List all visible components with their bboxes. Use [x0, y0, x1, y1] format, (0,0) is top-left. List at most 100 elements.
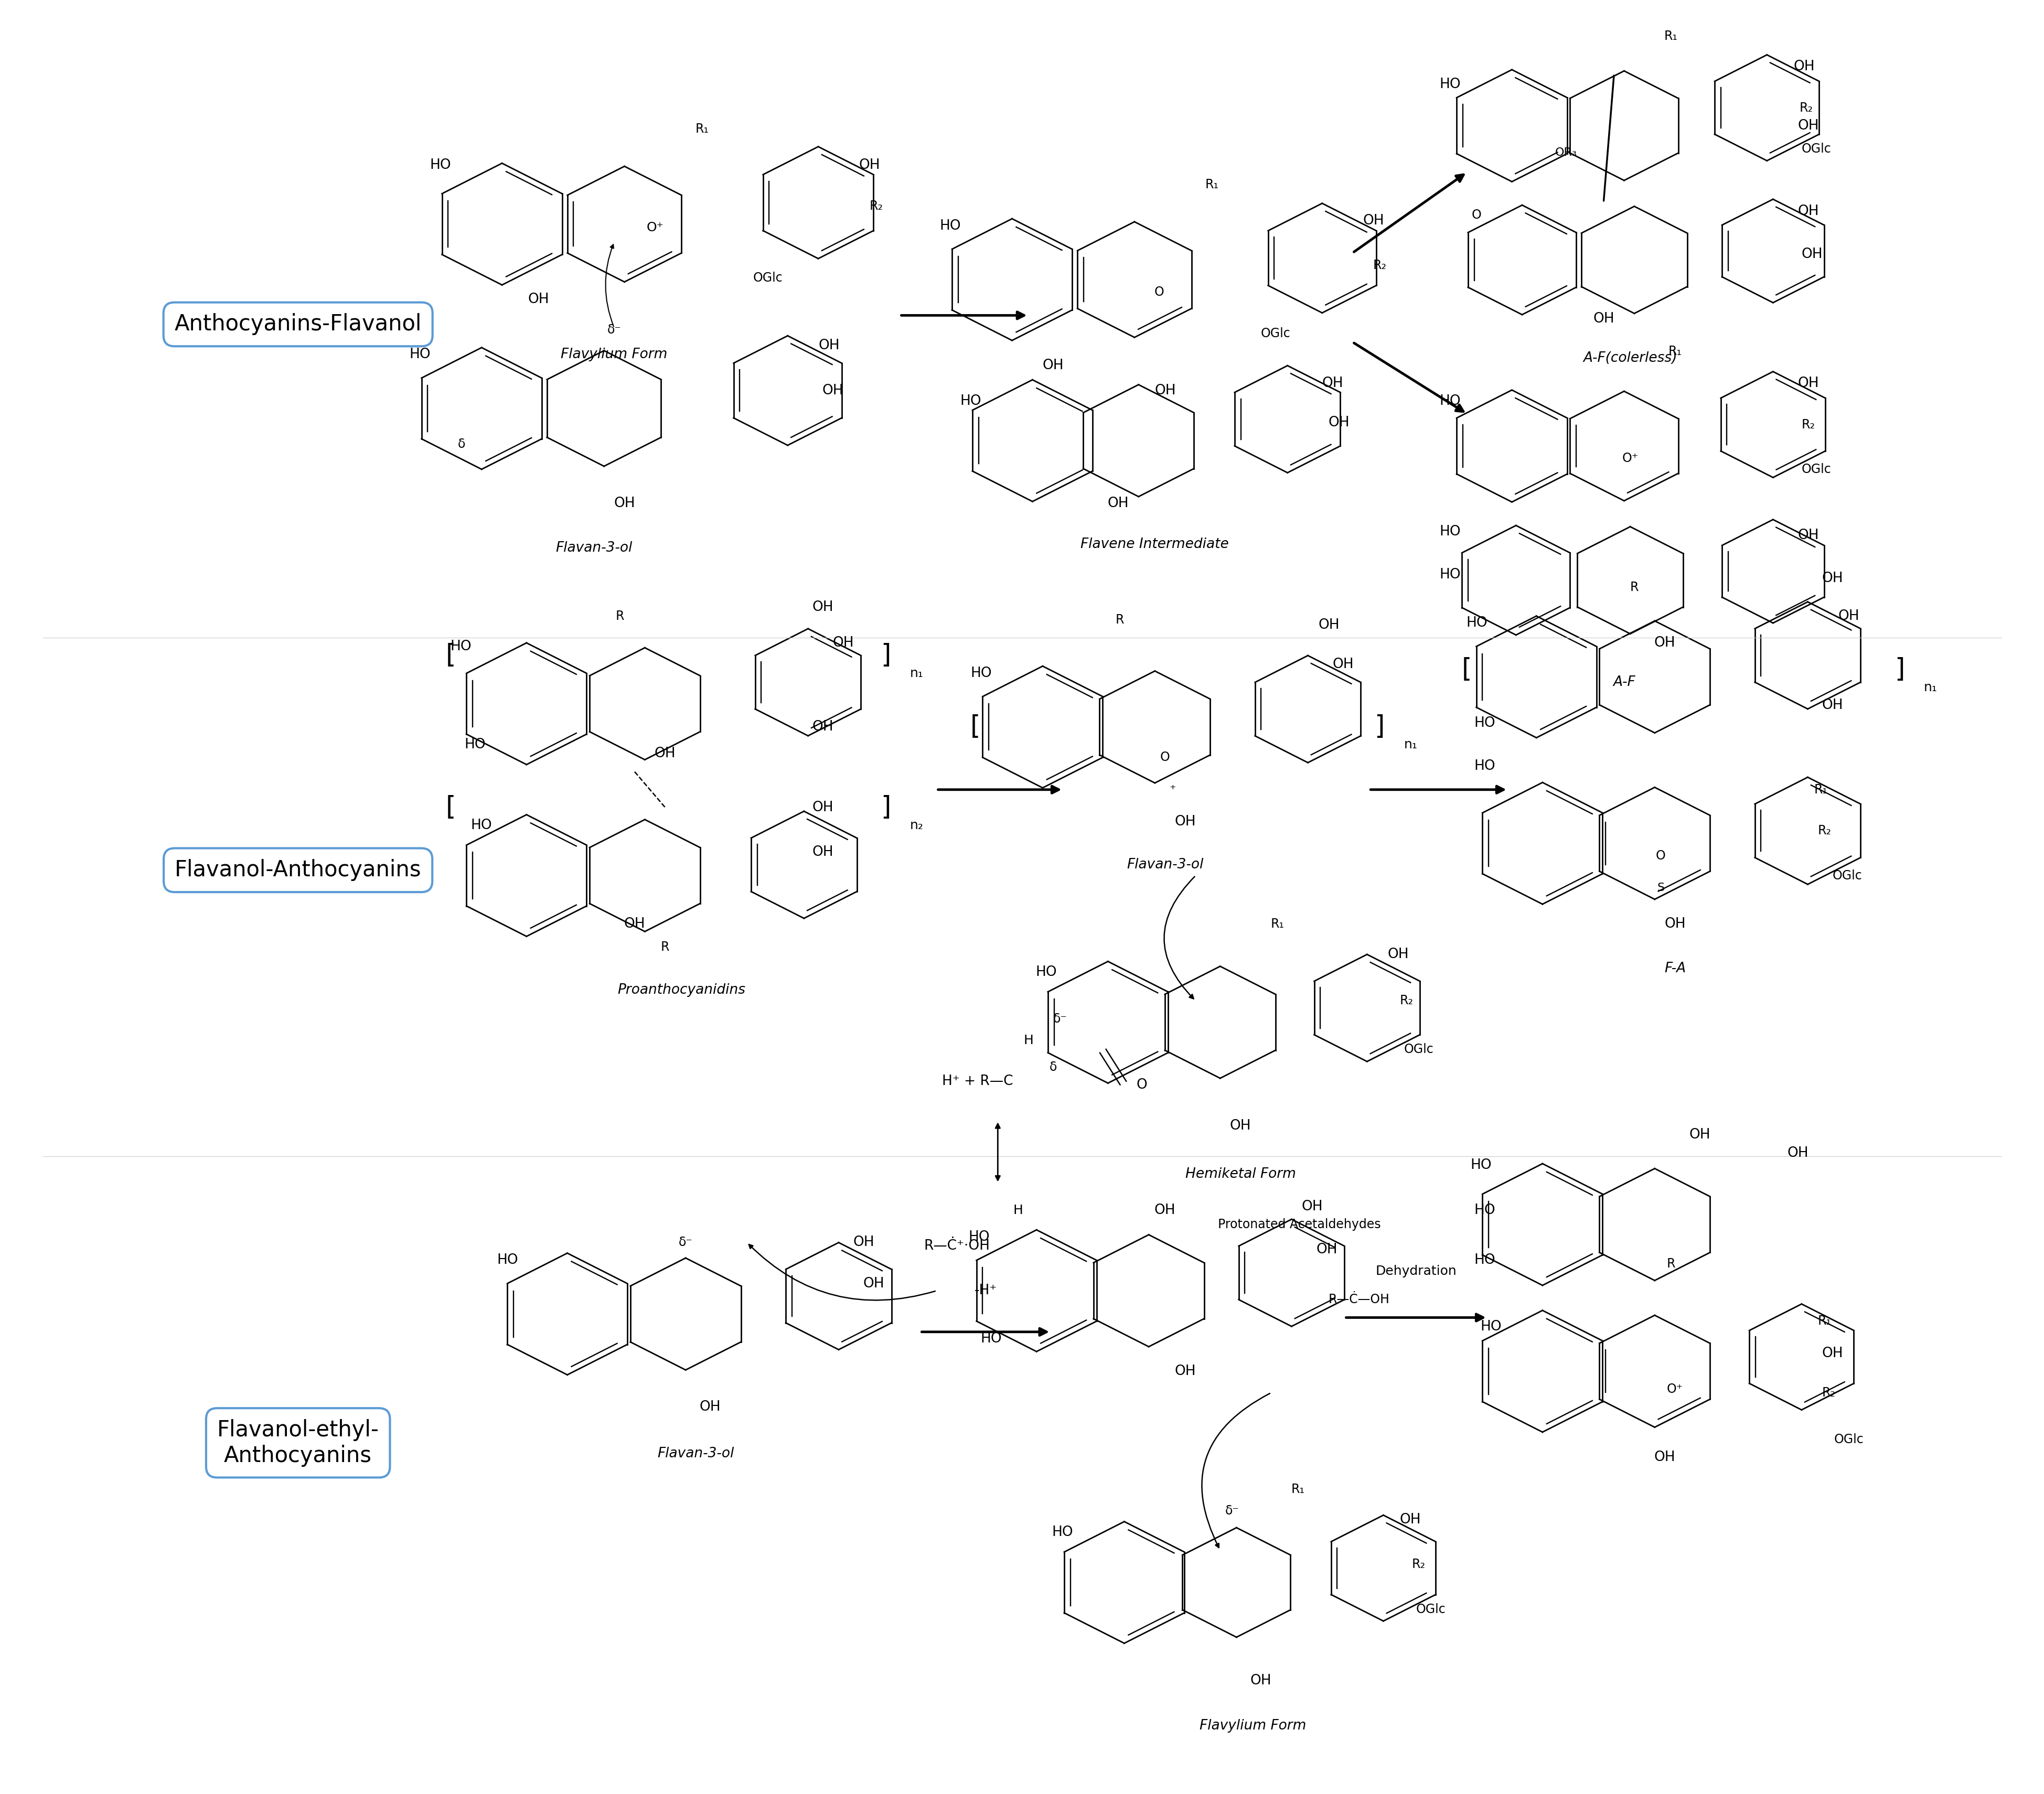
Text: OH: OH	[863, 1277, 885, 1290]
Text: HO: HO	[1036, 965, 1057, 980]
Text: H⁺ + R—C: H⁺ + R—C	[942, 1075, 1012, 1089]
Text: ]: ]	[881, 795, 891, 820]
Text: O: O	[1656, 850, 1666, 863]
Text: Flavene Intermediate: Flavene Intermediate	[1081, 538, 1228, 551]
Text: OH: OH	[811, 719, 834, 734]
Text: OH: OH	[1175, 814, 1196, 829]
Text: F-A: F-A	[1664, 962, 1686, 976]
Text: OH: OH	[1801, 248, 1823, 262]
Text: HO: HO	[450, 640, 472, 653]
Text: HO: HO	[1466, 617, 1488, 630]
Text: OH: OH	[654, 746, 677, 761]
Text: HO: HO	[971, 667, 991, 680]
Text: OH: OH	[1175, 1365, 1196, 1378]
Text: HO: HO	[464, 737, 486, 752]
Text: OH: OH	[1155, 1204, 1175, 1216]
Text: O⁺: O⁺	[646, 221, 664, 233]
Text: Flavanol-Anthocyanins: Flavanol-Anthocyanins	[174, 859, 421, 881]
Text: O: O	[1159, 752, 1169, 764]
Text: OH: OH	[1654, 637, 1676, 649]
Text: OH: OH	[818, 339, 840, 353]
Text: OGlc: OGlc	[752, 271, 783, 283]
Text: OH: OH	[1316, 1243, 1337, 1256]
Text: OH: OH	[527, 292, 550, 307]
Text: O: O	[1472, 208, 1482, 221]
Text: OH: OH	[1821, 698, 1844, 712]
Text: δ⁻: δ⁻	[679, 1236, 693, 1249]
Text: OH: OH	[1400, 1512, 1421, 1527]
Text: OH: OH	[1155, 384, 1175, 396]
Text: OGlc: OGlc	[1831, 870, 1862, 883]
Text: OH: OH	[1838, 610, 1860, 623]
Text: OH: OH	[811, 601, 834, 614]
Text: OH: OH	[1230, 1119, 1251, 1132]
Text: R₁: R₁	[1204, 178, 1218, 190]
Text: R: R	[1116, 614, 1124, 626]
Text: -H⁺: -H⁺	[973, 1285, 997, 1297]
Text: ]: ]	[881, 642, 891, 667]
Text: Flavan-3-ol: Flavan-3-ol	[1126, 858, 1204, 872]
Text: OH: OH	[1793, 59, 1815, 74]
Text: HO: HO	[497, 1254, 519, 1267]
Text: Flavylium Form: Flavylium Form	[560, 348, 668, 362]
Text: R: R	[615, 610, 623, 623]
Text: R₂: R₂	[1412, 1559, 1425, 1572]
Text: OH: OH	[1592, 312, 1615, 327]
Text: R₂: R₂	[1801, 418, 1815, 431]
Text: OH: OH	[832, 637, 854, 649]
Text: O: O	[1153, 285, 1163, 298]
Text: [: [	[1461, 657, 1472, 682]
Text: HO: HO	[981, 1333, 1002, 1346]
Text: OH: OH	[1318, 619, 1339, 631]
Text: R₁: R₁	[1817, 1315, 1831, 1328]
Text: OH: OH	[1363, 213, 1384, 228]
Text: OH: OH	[1108, 497, 1128, 509]
Text: OH: OH	[1688, 1128, 1711, 1141]
Text: HO: HO	[429, 158, 452, 172]
Text: HO: HO	[1474, 1204, 1496, 1216]
Text: HO: HO	[969, 1231, 989, 1243]
Text: OH: OH	[858, 158, 881, 172]
Text: OH: OH	[1821, 572, 1844, 585]
Text: ]: ]	[1374, 714, 1384, 739]
Text: S: S	[1658, 883, 1664, 893]
Text: OH: OH	[623, 917, 646, 931]
Text: OGlc: OGlc	[1801, 144, 1831, 156]
Text: OH: OH	[811, 800, 834, 814]
Text: OR₃: OR₃	[1555, 147, 1576, 158]
Text: Flavan-3-ol: Flavan-3-ol	[658, 1446, 734, 1460]
Text: OH: OH	[1821, 1347, 1844, 1360]
Text: HO: HO	[1439, 526, 1461, 538]
Text: OH: OH	[1251, 1674, 1271, 1688]
Text: δ⁻: δ⁻	[1224, 1505, 1239, 1518]
Text: OH: OH	[699, 1401, 722, 1414]
Text: OH: OH	[852, 1236, 875, 1249]
Text: ⁺: ⁺	[1169, 784, 1175, 797]
Text: R₁: R₁	[1813, 784, 1827, 797]
Text: A-F(colerless): A-F(colerless)	[1582, 352, 1676, 366]
Text: OH: OH	[1786, 1146, 1809, 1159]
Text: HO: HO	[1474, 716, 1496, 730]
Text: HO: HO	[1439, 569, 1461, 581]
Text: HO: HO	[1474, 759, 1496, 773]
Text: R₂: R₂	[1821, 1387, 1836, 1399]
Text: R₂: R₂	[1374, 258, 1386, 271]
Text: n₂: n₂	[910, 820, 924, 832]
Text: O⁺: O⁺	[1621, 452, 1637, 465]
Text: n₁: n₁	[1923, 682, 1938, 694]
Text: ]: ]	[1895, 657, 1905, 682]
Text: OGlc: OGlc	[1404, 1042, 1433, 1055]
Text: OH: OH	[1797, 529, 1819, 542]
Text: R₂: R₂	[1400, 994, 1412, 1006]
Text: R₁: R₁	[695, 124, 709, 136]
Text: HO: HO	[1480, 1320, 1500, 1333]
Text: OH: OH	[1388, 947, 1408, 962]
Text: HO: HO	[1439, 77, 1461, 91]
Text: OH: OH	[1042, 359, 1063, 373]
Text: O⁺: O⁺	[1666, 1383, 1682, 1396]
Text: R: R	[1666, 1258, 1674, 1270]
Text: OH: OH	[1797, 377, 1819, 389]
Text: HO: HO	[1470, 1159, 1492, 1171]
Text: OH: OH	[1329, 416, 1349, 429]
Text: n₁: n₁	[910, 667, 924, 680]
